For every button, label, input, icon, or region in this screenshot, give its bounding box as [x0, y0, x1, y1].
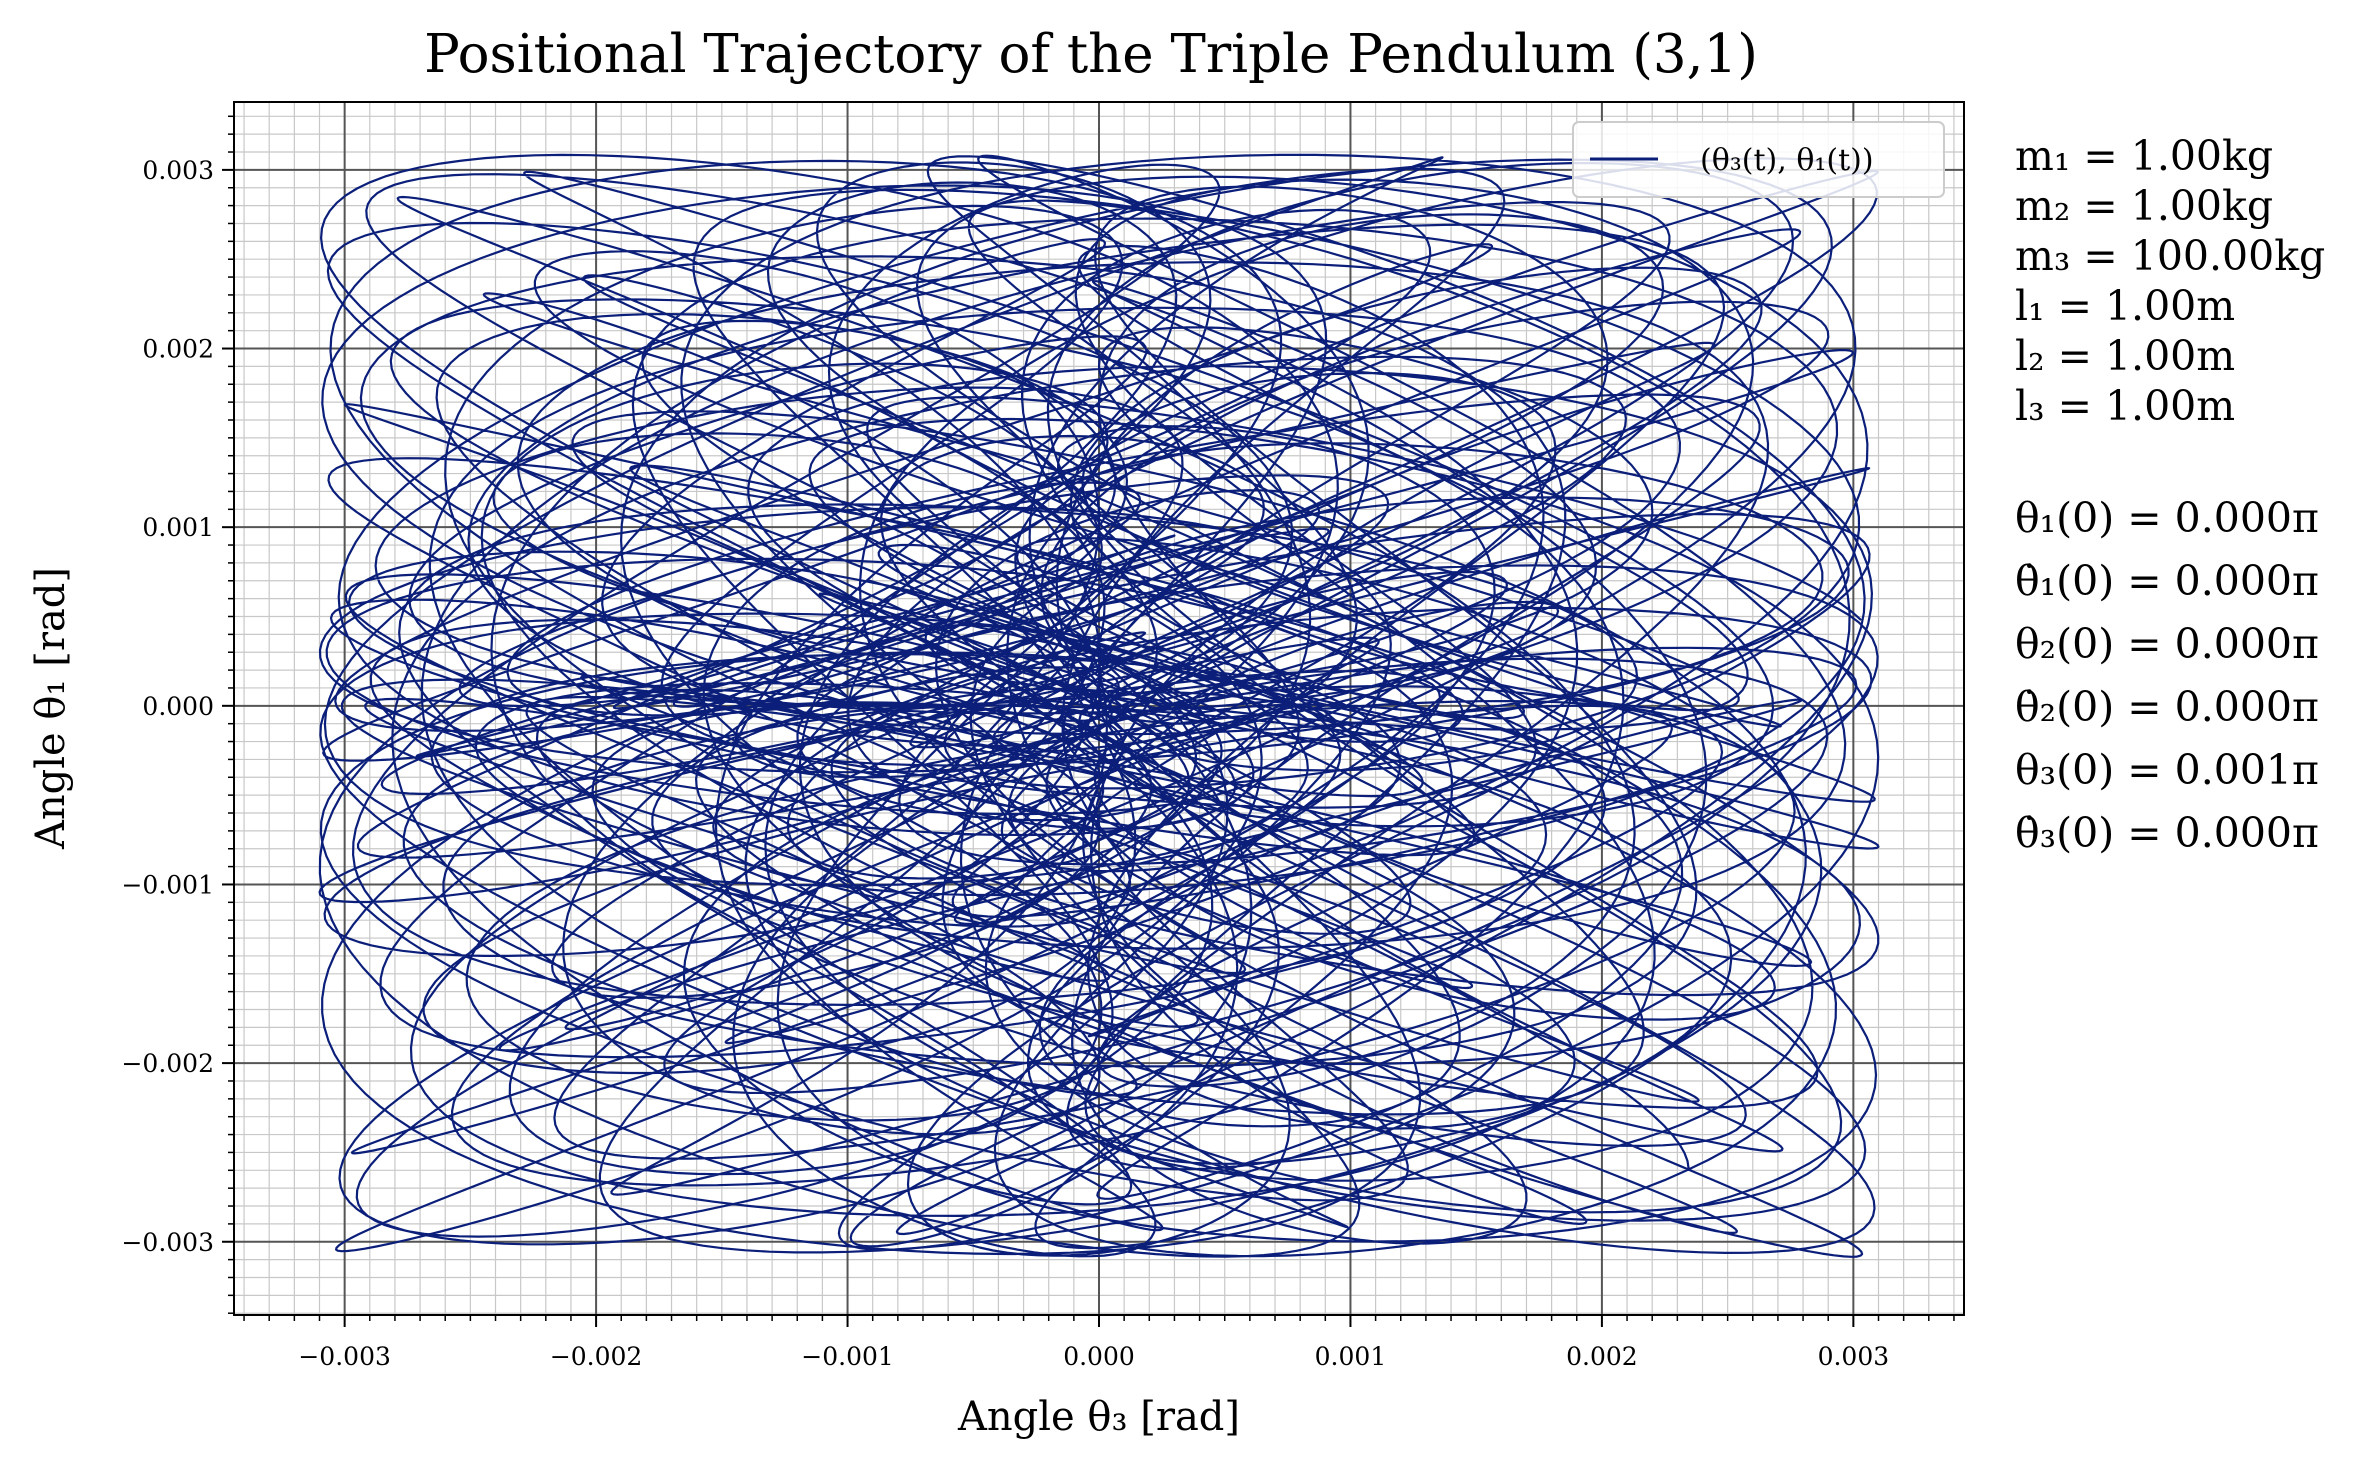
- y-tick-label: −0.002: [121, 1049, 214, 1078]
- y-tick-label: 0.003: [142, 156, 214, 185]
- parameter-line: θ̇₃(0) = 0.000π: [2015, 809, 2319, 857]
- x-axis-label: Angle θ₃ [rad]: [957, 1394, 1240, 1440]
- parameter-line: θ̇₁(0) = 0.000π: [2015, 557, 2319, 605]
- y-tick-label: −0.003: [121, 1228, 214, 1257]
- x-tick-label: 0.000: [1063, 1342, 1135, 1371]
- chart-title: Positional Trajectory of the Triple Pend…: [424, 24, 1758, 85]
- parameter-line: θ̇₂(0) = 0.000π: [2015, 683, 2319, 731]
- legend-label: (θ₃(t), θ₁(t)): [1700, 143, 1874, 178]
- x-tick-label: −0.002: [550, 1342, 643, 1371]
- x-tick-label: 0.003: [1818, 1342, 1890, 1371]
- parameter-line: θ₁(0) = 0.000π: [2015, 494, 2319, 542]
- legend-box: [1572, 121, 1945, 198]
- x-tick-label: −0.003: [298, 1342, 391, 1371]
- parameter-line: l₂ = 1.00m: [2015, 332, 2235, 380]
- y-axis-ticks: 0.003 0.002 0.001 0.000 −0.001 −0.002 −0.003: [121, 115, 234, 1314]
- parameter-line: m₂ = 1.00kg: [2015, 182, 2273, 230]
- parameter-line: l₃ = 1.00m: [2015, 382, 2235, 430]
- legend: (θ₃(t), θ₁(t)): [1572, 121, 1945, 198]
- x-tick-label: −0.001: [801, 1342, 894, 1371]
- y-tick-label: −0.001: [121, 870, 214, 899]
- trajectory-line: [318, 153, 1880, 1258]
- parameter-line: m₃ = 100.00kg: [2015, 232, 2325, 280]
- trajectory-series: [318, 153, 1880, 1258]
- x-tick-label: 0.001: [1315, 1342, 1387, 1371]
- parameter-line: θ₃(0) = 0.001π: [2015, 746, 2319, 794]
- y-tick-label: 0.000: [142, 692, 214, 721]
- parameter-line: θ₂(0) = 0.000π: [2015, 620, 2319, 668]
- parameter-line: m₁ = 1.00kg: [2015, 132, 2273, 180]
- x-axis-ticks: −0.003 −0.002 −0.001 0.000 0.001 0.002 0.003: [243, 1315, 1955, 1371]
- y-axis-label: Angle θ₁ [rad]: [28, 567, 74, 850]
- parameter-line: l₁ = 1.00m: [2015, 282, 2235, 330]
- y-tick-label: 0.001: [142, 513, 214, 542]
- x-tick-label: 0.002: [1566, 1342, 1638, 1371]
- y-tick-label: 0.002: [142, 335, 214, 364]
